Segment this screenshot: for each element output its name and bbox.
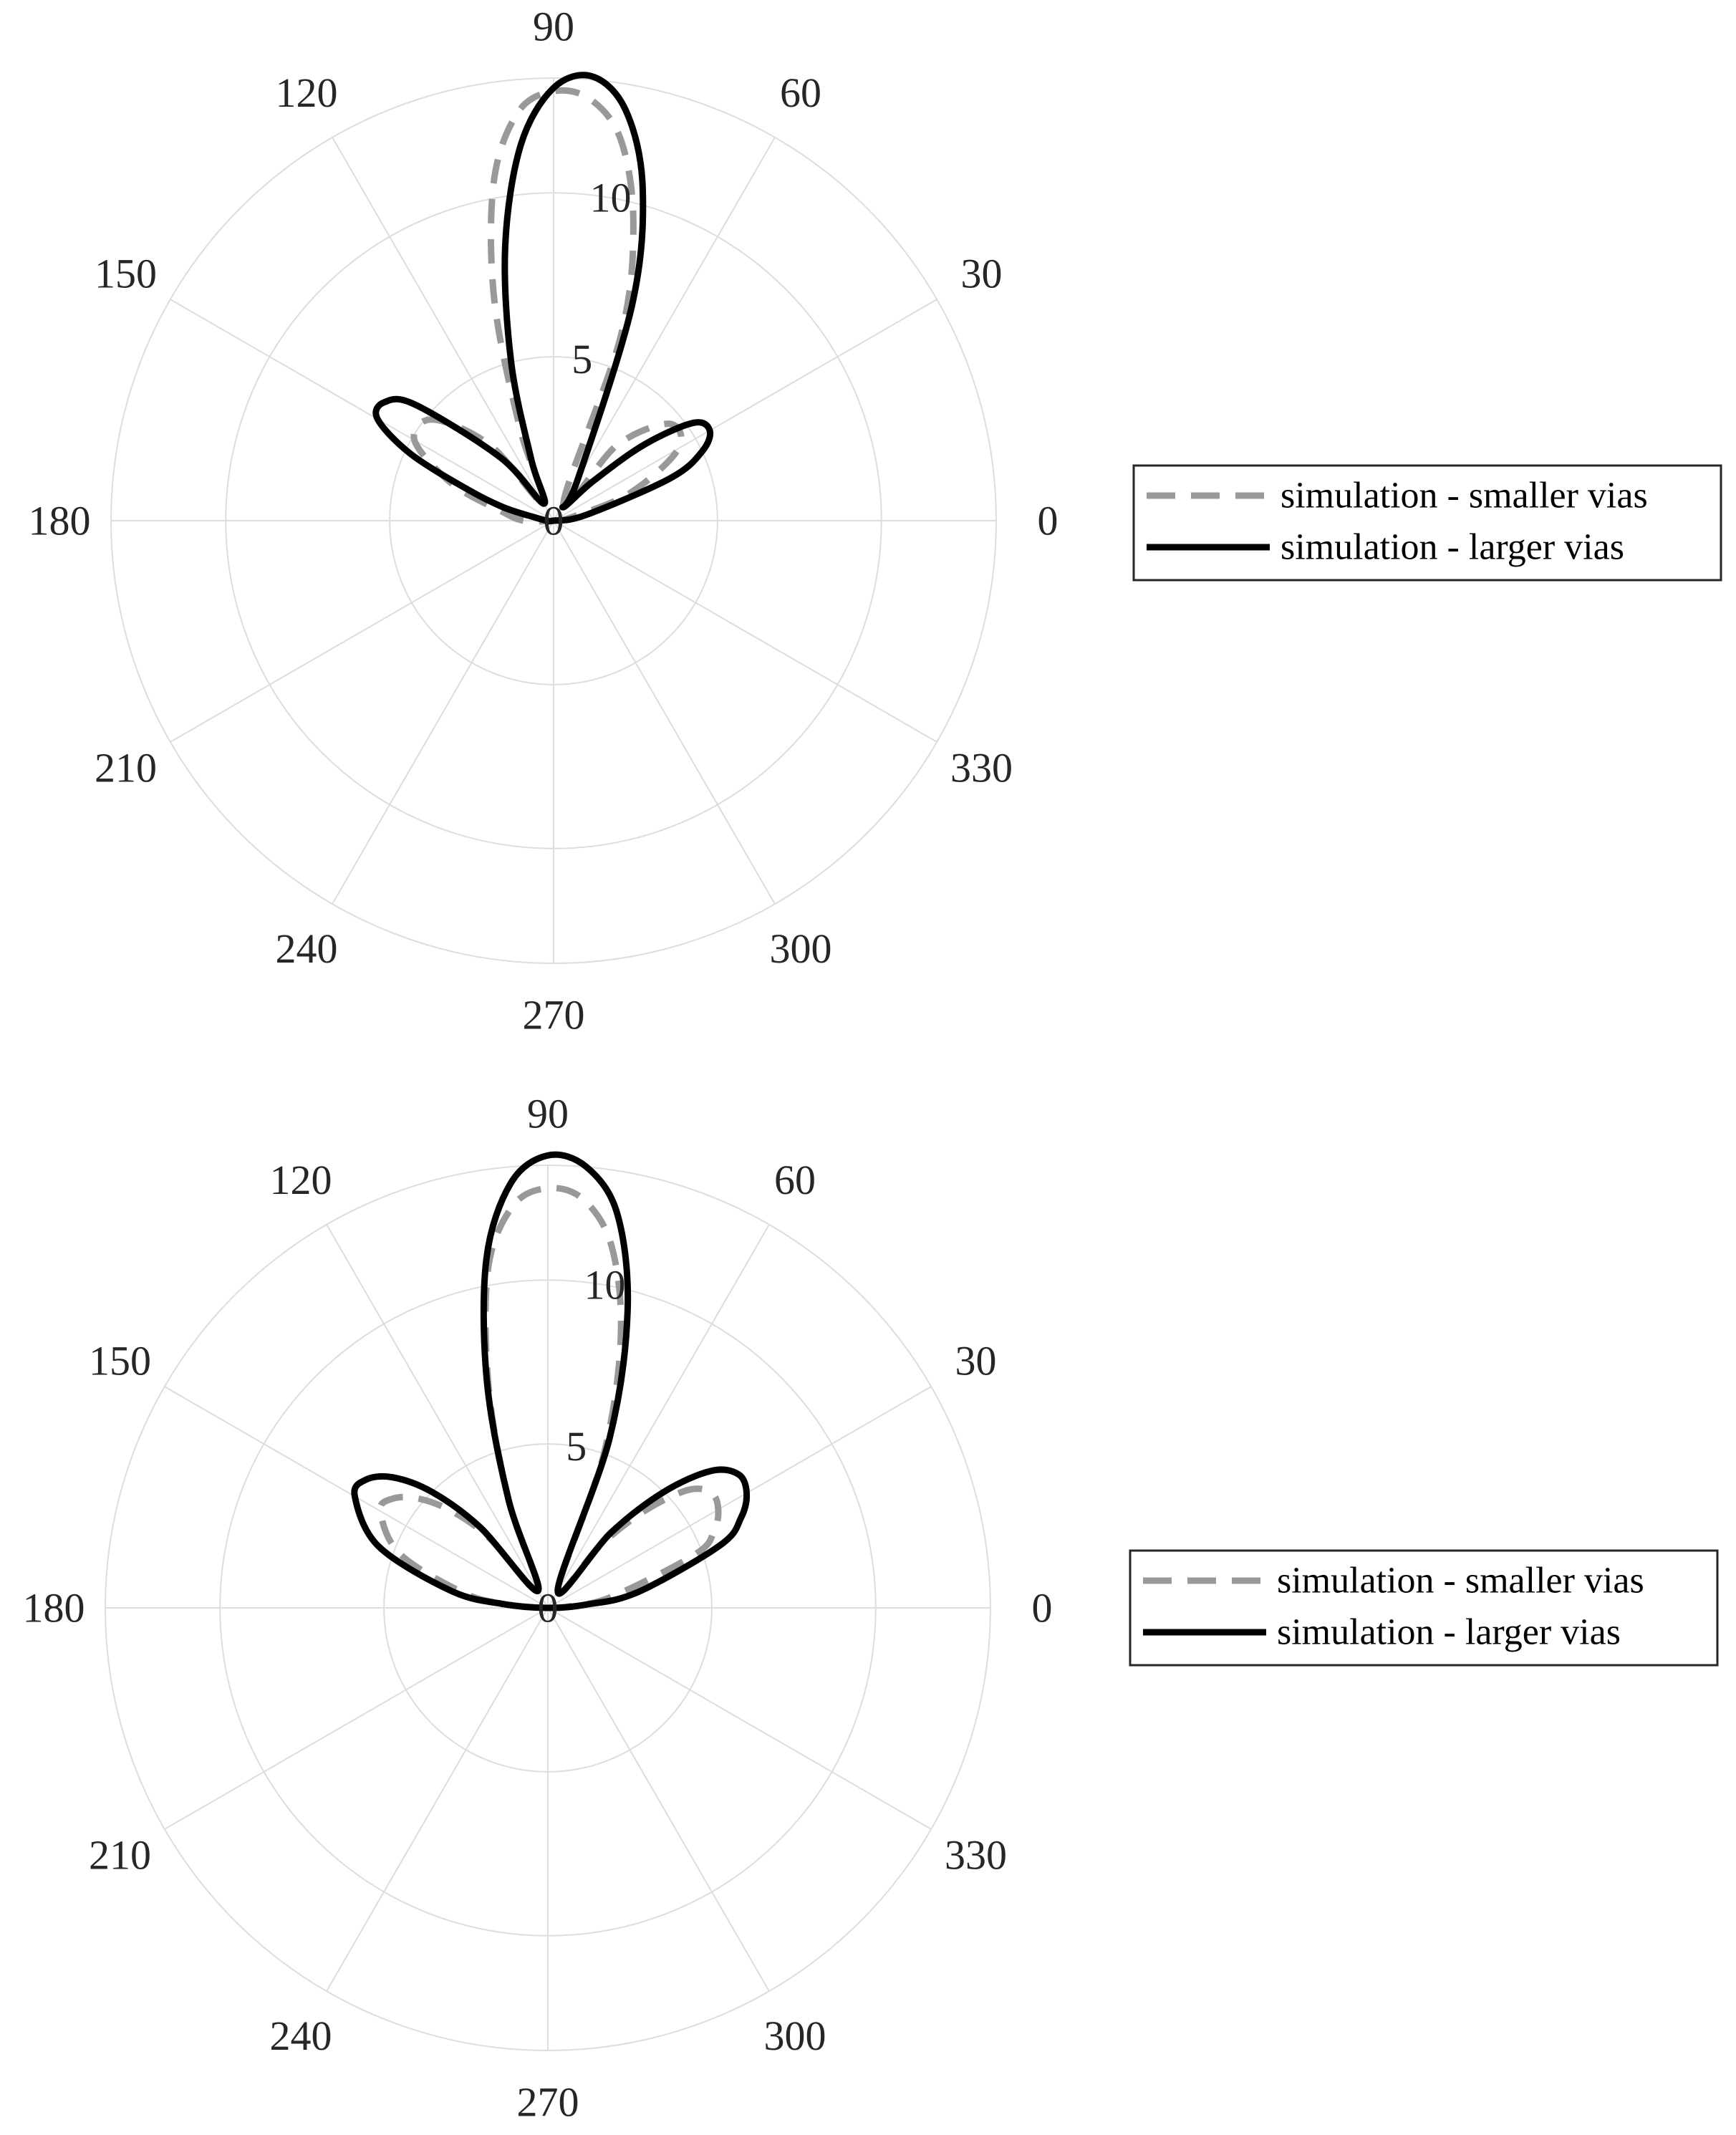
theta-tick-label: 60 (774, 1157, 816, 1203)
theta-grid-line (326, 1607, 549, 1992)
theta-tick-label: 150 (89, 1338, 151, 1384)
theta-tick-label: 120 (276, 69, 338, 116)
theta-tick-label: 300 (770, 925, 832, 972)
theta-tick-label: 270 (517, 2079, 579, 2126)
polar-chart-2: 0 30 60 90 120 150 180 210 240 270 300 330 0 5 10 simul… (23, 1091, 1719, 2126)
theta-tick-label: 30 (961, 251, 1003, 297)
r-tick-label: 0 (538, 1585, 559, 1632)
r-tick-label: 5 (572, 336, 592, 382)
theta-grid-line (553, 137, 776, 521)
series-line-1 (377, 1185, 722, 1611)
theta-tick-label: 90 (527, 1091, 569, 1137)
theta-grid-line (332, 520, 554, 905)
theta-tick-label: 240 (270, 2013, 332, 2059)
legend: simulation - smaller vias simulation - la… (1132, 464, 1722, 582)
theta-tick-label: 120 (270, 1157, 332, 1203)
theta-grid-line (547, 1224, 770, 1609)
series-line-2 (372, 72, 714, 525)
theta-tick-label: 90 (533, 4, 574, 50)
theta-tick-label: 60 (780, 69, 821, 116)
theta-grid-line (332, 137, 554, 521)
theta-tick-label: 210 (89, 1832, 151, 1879)
theta-grid-line (547, 1386, 932, 1609)
theta-tick-label: 30 (955, 1338, 997, 1384)
theta-tick-label: 330 (945, 1832, 1007, 1879)
r-tick-label: 10 (589, 175, 631, 221)
theta-tick-label: 270 (523, 992, 585, 1038)
polar-chart-1: 0 30 60 90 120 150 180 210 240 270 300 330 0 5 10 simul… (29, 4, 1722, 1038)
r-tick-label: 0 (544, 498, 564, 544)
series-line-2 (351, 1151, 751, 1611)
theta-grid-line (547, 1607, 770, 1992)
theta-tick-label: 0 (1038, 498, 1059, 544)
theta-grid-line (553, 520, 776, 905)
r-tick-label: 5 (566, 1423, 587, 1470)
theta-grid-line (170, 520, 554, 743)
theta-tick-label: 240 (276, 925, 338, 972)
theta-grid-line (326, 1224, 549, 1609)
theta-grid-line (547, 1607, 932, 1830)
theta-grid-line (170, 299, 554, 521)
theta-tick-label: 180 (23, 1585, 85, 1632)
theta-grid-line (553, 520, 937, 743)
theta-tick-label: 210 (95, 745, 157, 791)
legend-box (1129, 1549, 1719, 1667)
theta-tick-label: 150 (95, 251, 157, 297)
theta-tick-label: 300 (764, 2013, 826, 2059)
r-tick-label: 10 (584, 1262, 625, 1309)
legend-label-2: simulation - larger vias (1277, 1612, 1621, 1653)
theta-tick-label: 180 (29, 498, 91, 544)
legend-label-2: simulation - larger vias (1281, 527, 1624, 568)
theta-tick-label: 330 (950, 745, 1013, 791)
legend-box (1132, 464, 1722, 582)
theta-grid-line (164, 1607, 549, 1830)
theta-tick-label: 0 (1032, 1585, 1053, 1632)
legend-label-1: simulation - smaller vias (1277, 1561, 1644, 1601)
legend-label-1: simulation - smaller vias (1281, 476, 1648, 516)
theta-grid-line (553, 299, 937, 521)
legend: simulation - smaller vias simulation - la… (1129, 1549, 1719, 1667)
